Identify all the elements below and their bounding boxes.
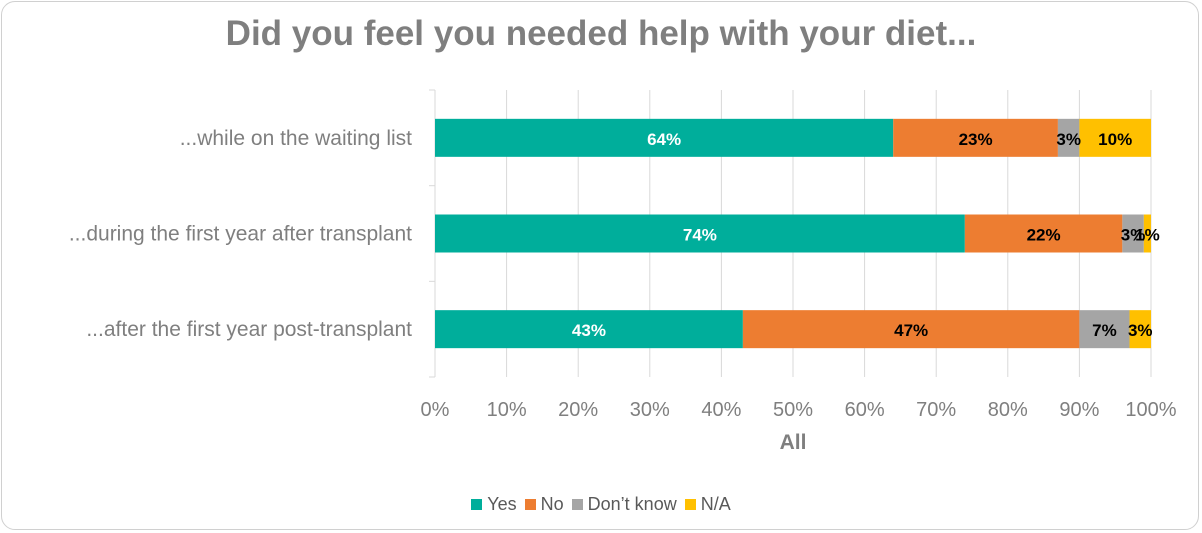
x-tick-label: 100% <box>1125 399 1176 421</box>
data-label: 22% <box>1027 226 1061 245</box>
x-tick-label: 70% <box>916 399 956 421</box>
category-label: ...during the first year after transplan… <box>69 223 412 246</box>
x-tick-labels: 0% 10% 20% 30% 40% 50% 60% 70% 80% 90% 100% <box>421 399 1177 421</box>
bar-segment <box>893 118 1058 157</box>
x-tick-label: 60% <box>845 399 885 421</box>
data-label: 3% <box>1121 226 1146 245</box>
data-label: 3% <box>1056 130 1081 149</box>
legend-item: Yes <box>471 494 517 515</box>
legend-label: Yes <box>487 494 517 514</box>
legend-swatch <box>524 499 536 510</box>
bar-segment <box>742 310 1080 349</box>
bar-segment <box>1079 310 1130 349</box>
data-label: 47% <box>894 321 928 340</box>
bar-segment <box>435 214 965 253</box>
legend-item: N/A <box>684 494 731 515</box>
x-tick-label: 40% <box>701 399 741 421</box>
bar-segment <box>1143 214 1151 253</box>
chart-title: Did you feel you needed help with your d… <box>225 14 977 53</box>
x-tick-label: 80% <box>988 399 1028 421</box>
x-tick-label: 0% <box>421 399 450 421</box>
bar-segment <box>1129 310 1151 349</box>
data-label: 74% <box>683 226 717 245</box>
legend-label: Don’t know <box>587 494 677 514</box>
x-tick-label: 90% <box>1059 399 1099 421</box>
x-axis-title: All <box>780 431 807 454</box>
legend-label: N/A <box>700 494 731 514</box>
bar-segment <box>1057 118 1080 157</box>
data-label: 7% <box>1092 321 1117 340</box>
category-label: ...after the first year post-transplant <box>86 318 412 341</box>
x-tick-label: 20% <box>558 399 598 421</box>
bar-segment <box>1122 214 1144 253</box>
bar-segment <box>435 310 743 349</box>
x-tick-label: 10% <box>487 399 527 421</box>
bar-segment <box>964 214 1123 253</box>
category-label: ...while on the waiting list <box>180 127 412 150</box>
x-tick-label: 50% <box>773 399 813 421</box>
data-labels: 64% 23% 3% 10%74% 22% 3%1%43% 47% 7% 3% <box>572 130 1160 340</box>
data-label: 3% <box>1128 321 1153 340</box>
legend-item: No <box>524 494 564 515</box>
x-tick-label: 30% <box>630 399 670 421</box>
legend-label: No <box>540 494 564 514</box>
data-label: 10% <box>1098 130 1132 149</box>
data-label: 1% <box>1135 226 1160 245</box>
data-label: 23% <box>959 130 993 149</box>
legend-swatch <box>571 499 583 510</box>
category-labels: ...while on the waiting list ...during th… <box>69 127 412 341</box>
bar-segment <box>435 118 894 157</box>
legend: Yes No Don’t know N/A <box>0 494 1202 515</box>
data-label: 64% <box>647 130 681 149</box>
legend-swatch <box>684 499 696 510</box>
legend-item: Don’t know <box>571 494 677 515</box>
bar-segment <box>1079 118 1151 157</box>
bars <box>435 118 1151 349</box>
legend-swatch <box>471 499 483 510</box>
data-label: 43% <box>572 321 606 340</box>
